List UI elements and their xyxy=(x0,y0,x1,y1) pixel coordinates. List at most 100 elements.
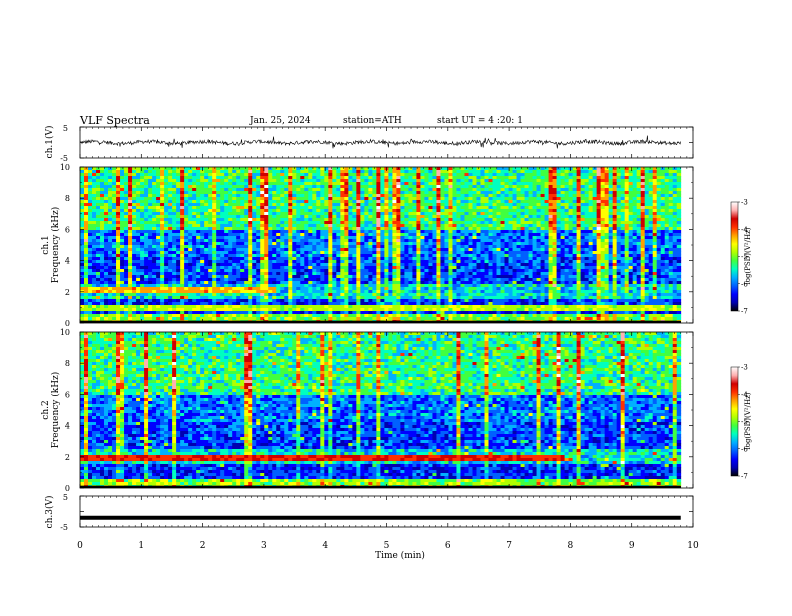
ch1-spectrogram-cell xyxy=(284,242,288,245)
ch1-spectrogram-cell xyxy=(316,254,320,257)
ch1-spectrogram-cell xyxy=(152,173,156,176)
ch1-spectrogram-cell xyxy=(116,173,120,176)
ch1-spectrogram-cell xyxy=(452,197,456,200)
ch1-spectrogram-cell xyxy=(577,200,581,203)
ch1-spectrogram-cell xyxy=(316,188,320,191)
ch1-spectrogram-cell xyxy=(268,224,272,227)
ch1-spectrogram-cell xyxy=(84,185,88,188)
ch1-spectrogram-cell xyxy=(296,179,300,182)
ch1-spectrogram-cell xyxy=(228,188,232,191)
ch1-spectrogram-cell xyxy=(128,200,132,203)
ch1-spectrogram-cell xyxy=(432,218,436,221)
ch1-spectrogram-cell xyxy=(84,173,88,176)
ch1-spectrogram-cell xyxy=(224,227,228,230)
ch1-spectrogram-cell xyxy=(152,221,156,224)
ch1-spectrogram-cell xyxy=(613,221,617,224)
ch1-spectrogram-cell xyxy=(356,257,360,260)
ch1-spectrogram-cell xyxy=(585,212,589,215)
ch1-spectrogram-cell xyxy=(112,215,116,218)
ch1-spectrogram-cell xyxy=(200,173,204,176)
ch1-spectrogram-cell xyxy=(100,245,104,248)
ch1-spectrogram-cell xyxy=(368,209,372,212)
ch1-spectrogram-cell xyxy=(565,215,569,218)
ch1-spectrogram-cell xyxy=(368,212,372,215)
ch1-spectrogram-cell xyxy=(525,191,529,194)
ch1-spectrogram-cell xyxy=(513,176,517,179)
ch1-spectrogram-cell xyxy=(116,197,120,200)
ch1-spectrogram-cell xyxy=(144,254,148,257)
ch1-spectrogram-cell xyxy=(264,224,268,227)
ch1-spectrogram-cell xyxy=(645,239,649,242)
ch1-spectrogram-cell xyxy=(589,209,593,212)
ch1-spectrogram-cell xyxy=(505,185,509,188)
ch1-spectrogram-cell xyxy=(569,215,573,218)
ch1-spectrogram-cell xyxy=(517,182,521,185)
ch1-spectrogram-cell xyxy=(276,167,280,170)
ch1-spectrogram-cell xyxy=(557,260,561,263)
ch1-spectrogram-cell xyxy=(472,236,476,239)
ch1-spectrogram-cell xyxy=(673,188,677,191)
ch1-spectrogram-cell xyxy=(661,230,665,233)
ch1-spectrogram-cell xyxy=(585,173,589,176)
ch1-spectrogram-cell xyxy=(92,257,96,260)
ch1-spectrogram-cell xyxy=(677,176,681,179)
ch1-spectrogram-cell xyxy=(228,194,232,197)
ch1-spectrogram-cell xyxy=(408,188,412,191)
ch1-spectrogram-cell xyxy=(368,176,372,179)
ch1-spectrogram-cell xyxy=(593,197,597,200)
ch1-spectrogram-cell xyxy=(468,257,472,260)
ch1-spectrogram-cell xyxy=(308,221,312,224)
ch1-spectrogram-cell xyxy=(108,197,112,200)
ch1-spectrogram-cell xyxy=(148,191,152,194)
ch1-spectrogram-cell xyxy=(653,218,657,221)
ch1-spectrogram-cell xyxy=(408,251,412,254)
ch1-spectrogram-cell xyxy=(460,200,464,203)
ch1-spectrogram-cell xyxy=(224,170,228,173)
ch1-spectrogram-cell xyxy=(108,251,112,254)
ch1-spectrogram-cell xyxy=(485,242,489,245)
ch1-spectrogram-cell xyxy=(525,248,529,251)
ch1-spectrogram-cell xyxy=(408,176,412,179)
ch1-spectrogram-cell xyxy=(272,182,276,185)
ch1-spectrogram-cell xyxy=(476,179,480,182)
ch1-spectrogram-cell xyxy=(172,233,176,236)
ch1-spectrogram-cell xyxy=(428,227,432,230)
ch1-spectrogram-cell xyxy=(168,212,172,215)
ch1-spectrogram-cell xyxy=(669,173,673,176)
ch1-spectrogram-cell xyxy=(352,188,356,191)
ch1-spectrogram-cell xyxy=(340,230,344,233)
ch1-spectrogram-cell xyxy=(645,224,649,227)
ch1-spectrogram-cell xyxy=(180,227,184,230)
ch1-spectrogram-cell xyxy=(212,173,216,176)
ch1-spectrogram-cell xyxy=(428,215,432,218)
ch1-spectrogram-cell xyxy=(348,170,352,173)
ch1-spectrogram-cell xyxy=(380,254,384,257)
ch1-spectrogram-cell xyxy=(621,203,625,206)
ch1-spectrogram-cell xyxy=(180,212,184,215)
ch1-spectrogram-cell xyxy=(400,197,404,200)
ch1-spectrogram-cell xyxy=(268,257,272,260)
ch1-spectrogram-cell xyxy=(228,170,232,173)
ch1-spectrogram-cell xyxy=(244,221,248,224)
ch1-spectrogram-cell xyxy=(316,230,320,233)
ch1-spectrogram-cell xyxy=(176,245,180,248)
ch1-spectrogram-cell xyxy=(232,221,236,224)
ch1-spectrogram-cell xyxy=(220,242,224,245)
ch1-spectrogram-cell xyxy=(200,236,204,239)
ch1-spectrogram-cell xyxy=(100,176,104,179)
ch1-spectrogram-cell xyxy=(164,197,168,200)
ch1-spectrogram-cell xyxy=(364,236,368,239)
ch1-spectrogram-cell xyxy=(196,197,200,200)
ch1-spectrogram-cell xyxy=(645,245,649,248)
ch1-spectrogram-cell xyxy=(649,254,653,257)
ch1-spectrogram-cell xyxy=(144,209,148,212)
ch1-spectrogram-cell xyxy=(565,182,569,185)
ch1-spectrogram-cell xyxy=(545,248,549,251)
ch1-spectrogram-cell xyxy=(84,236,88,239)
ch1-spectrogram-cell xyxy=(480,173,484,176)
ch1-spectrogram-cell xyxy=(316,248,320,251)
ch1-spectrogram-cell xyxy=(284,233,288,236)
ch1-spectrogram-cell xyxy=(424,242,428,245)
ch1-spectrogram-cell xyxy=(336,170,340,173)
ch1-spectrogram-cell xyxy=(525,224,529,227)
